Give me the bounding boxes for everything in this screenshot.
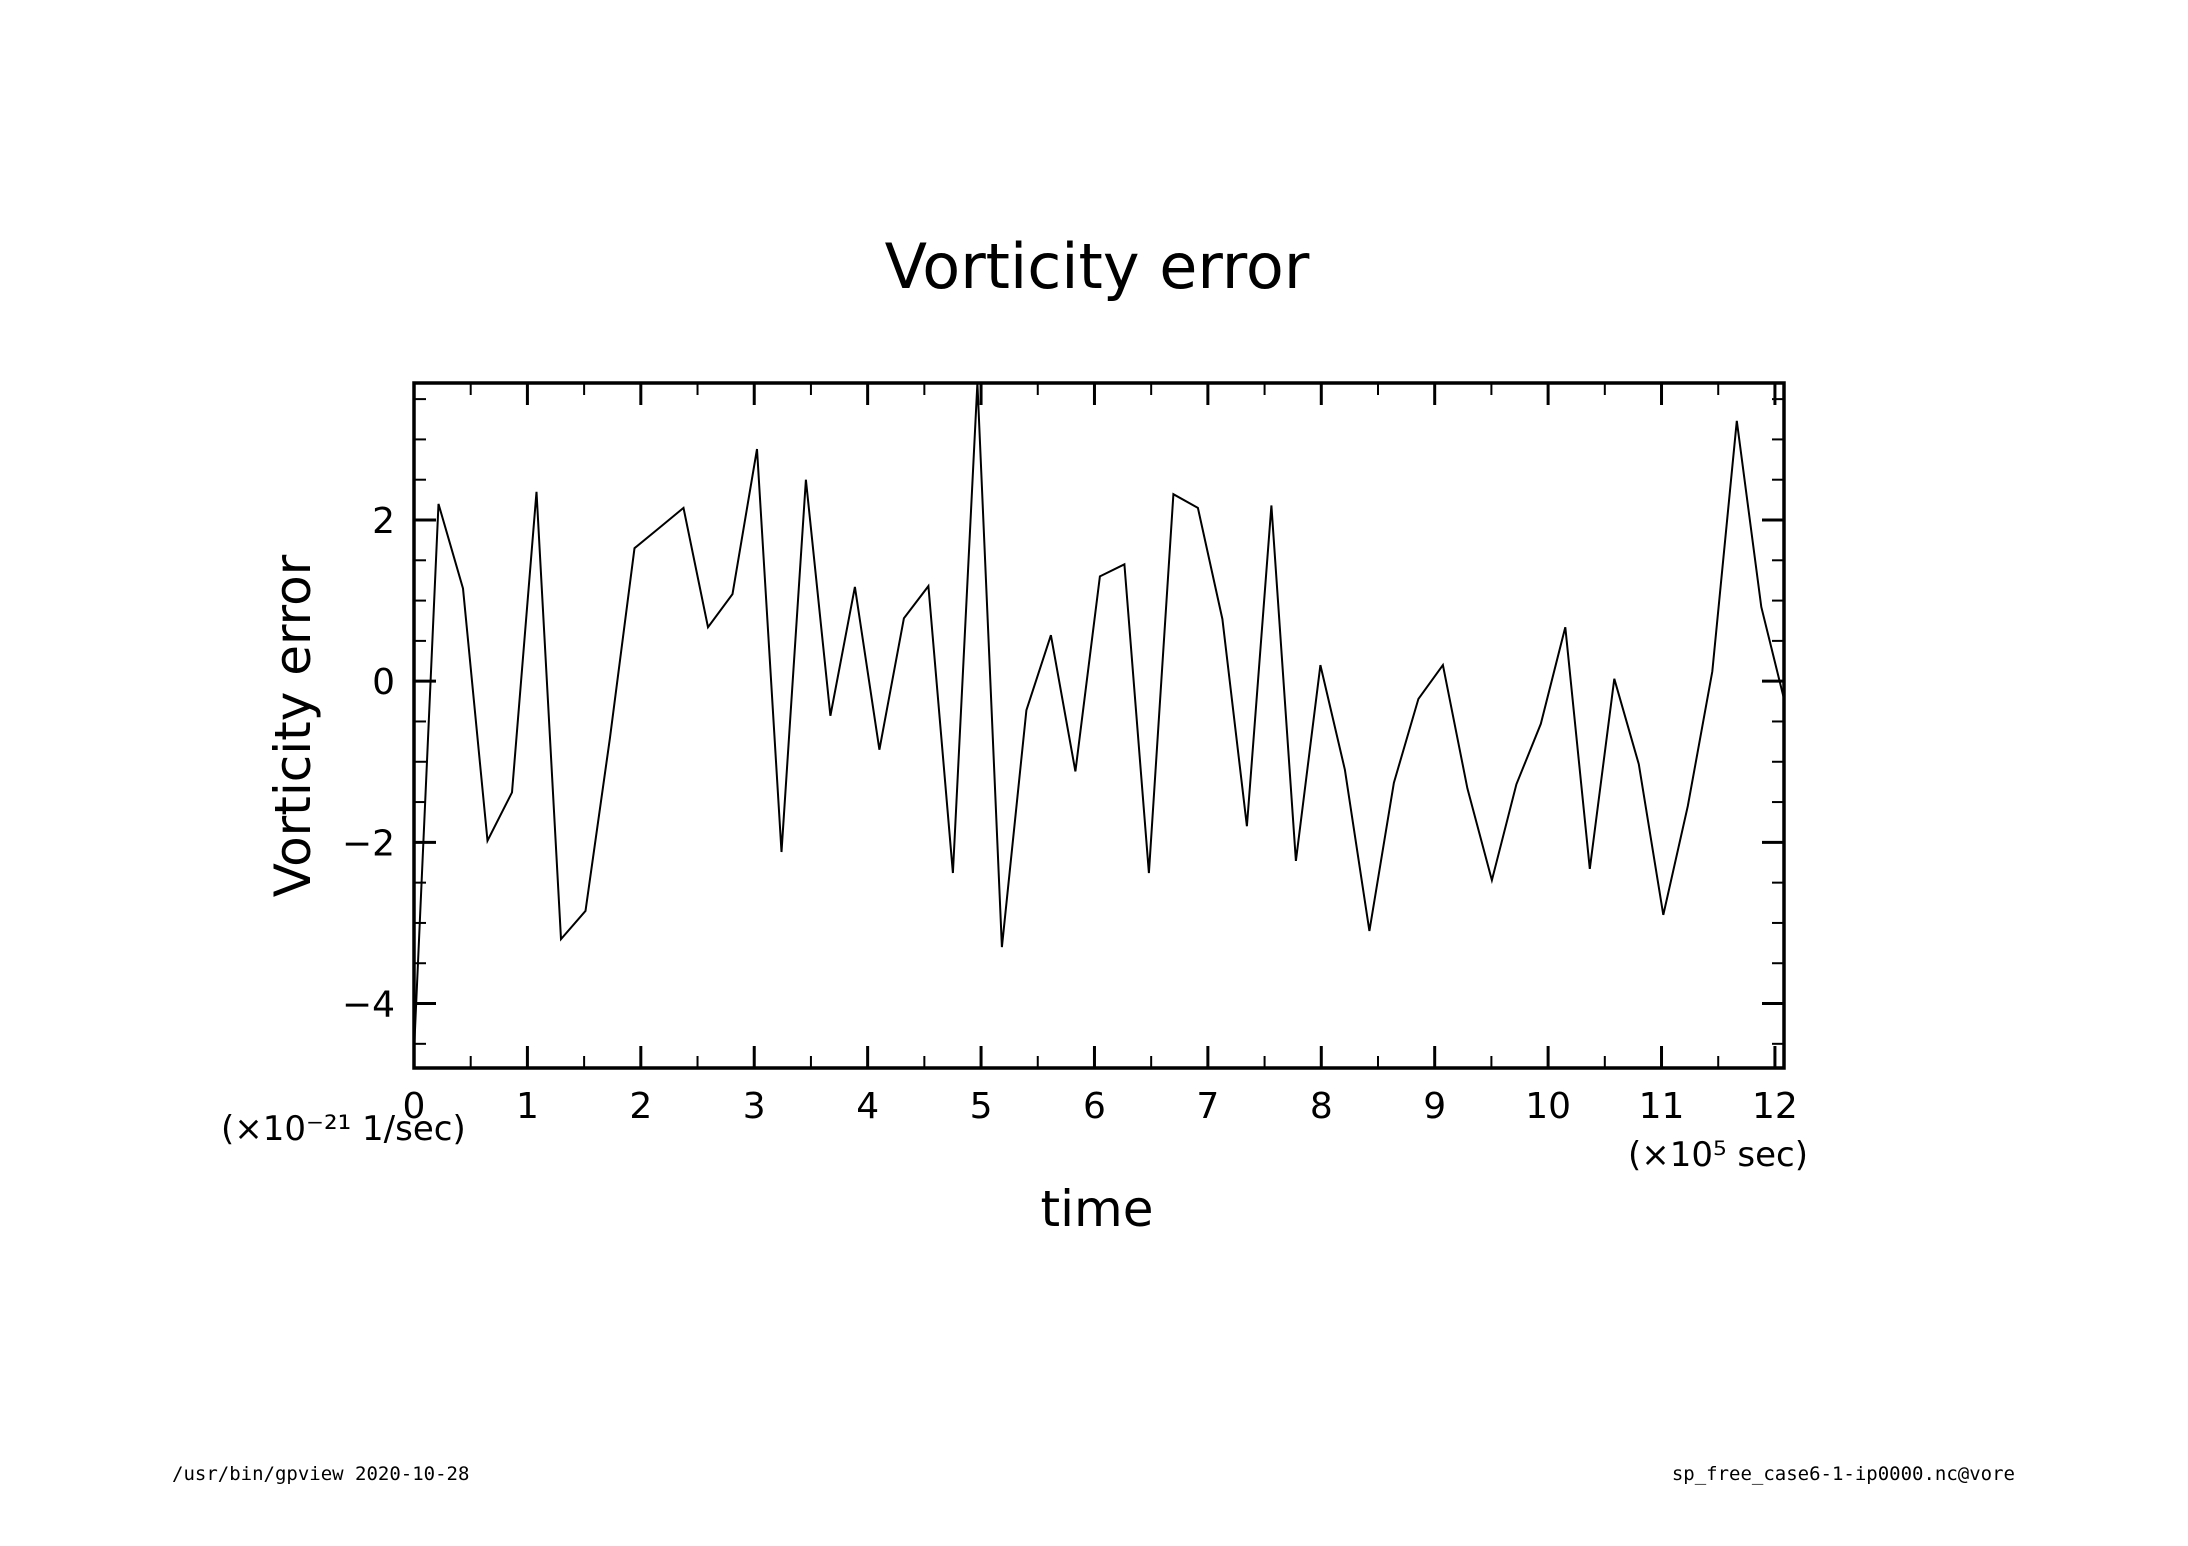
- footer-left: /usr/bin/gpview 2020-10-28: [172, 1463, 469, 1485]
- plot-frame: [412, 381, 1786, 1070]
- y-unit-label: (×10⁻²¹ 1/sec): [221, 1109, 466, 1149]
- y-tick-label: 2: [372, 501, 395, 542]
- y-tick-labels: 2 0 −2 −4: [342, 501, 395, 1026]
- x-axis-label: time: [1041, 1180, 1154, 1238]
- x-tick-label: 4: [856, 1086, 879, 1127]
- x-tick-label: 3: [743, 1086, 766, 1127]
- series-line: [414, 383, 1784, 1052]
- x-tick-label: 1: [516, 1086, 539, 1127]
- y-tick-label: −4: [342, 985, 395, 1026]
- x-ticks: [412, 383, 1777, 1068]
- x-tick-label: 11: [1639, 1086, 1685, 1127]
- x-tick-label: 6: [1083, 1086, 1106, 1127]
- y-tick-label: 0: [372, 662, 395, 703]
- x-tick-label: 7: [1196, 1086, 1219, 1127]
- x-tick-label: 5: [970, 1086, 993, 1127]
- x-tick-label: 12: [1752, 1086, 1798, 1127]
- footer-right: sp_free_case6-1-ip0000.nc@vore: [1672, 1463, 2015, 1485]
- x-tick-labels: 0 1 2 3 4 5 6 7 8 9 10 11 12: [403, 1086, 1798, 1127]
- y-axis-label: Vorticity error: [264, 554, 322, 897]
- x-tick-label: 9: [1423, 1086, 1446, 1127]
- y-tick-label: −2: [342, 823, 395, 864]
- x-unit-label: (×10⁵ sec): [1628, 1135, 1808, 1175]
- x-tick-label: 10: [1525, 1086, 1571, 1127]
- chart-title: Vorticity error: [885, 230, 1310, 303]
- y-ticks: [414, 398, 1784, 1045]
- x-tick-label: 2: [629, 1086, 652, 1127]
- x-tick-label: 8: [1310, 1086, 1333, 1127]
- x-tick-label: 0: [403, 1086, 426, 1127]
